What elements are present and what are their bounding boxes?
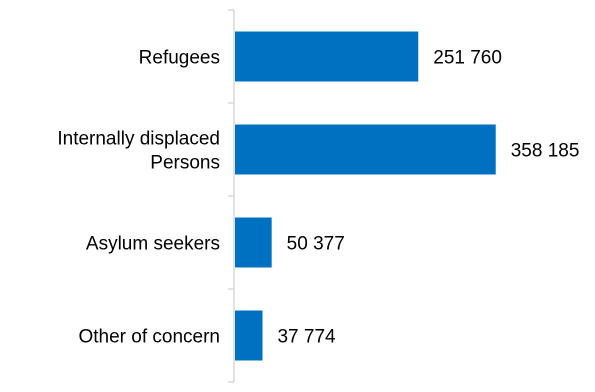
data-label: 358 185 — [511, 141, 580, 162]
category-label: Asylum seekers — [86, 234, 220, 255]
data-label: 50 377 — [287, 234, 345, 255]
category-label: Other of concern — [78, 327, 220, 348]
category-label: Refugees — [139, 48, 220, 69]
bar — [235, 31, 419, 82]
data-label: 251 760 — [433, 48, 502, 69]
category-label: Internally displaced Persons — [57, 129, 220, 174]
bar — [235, 124, 496, 175]
bar — [235, 217, 272, 268]
category-label-line: Asylum seekers — [86, 234, 220, 255]
category-label-line: Persons — [150, 153, 220, 174]
category-labels: Refugees Internally displaced Persons Asylu… — [57, 48, 220, 348]
bars — [235, 31, 496, 361]
category-axis — [228, 9, 235, 383]
category-label-line: Refugees — [139, 48, 220, 69]
data-label: 37 774 — [277, 327, 336, 348]
value-labels: 251 760 358 185 50 377 37 774 — [277, 48, 579, 348]
category-label-line: Internally displaced — [57, 129, 220, 150]
category-label-line: Other of concern — [78, 327, 220, 348]
bar — [235, 310, 263, 361]
